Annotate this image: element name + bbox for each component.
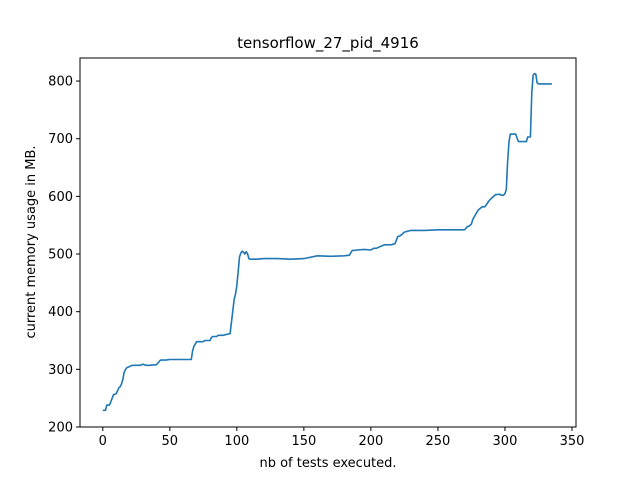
plot-area xyxy=(102,72,552,412)
y-axis-label: current memory usage in MB. xyxy=(24,145,39,338)
x-tick-label: 250 xyxy=(426,434,451,449)
x-tick-label: 50 xyxy=(162,434,179,449)
x-tick-label: 0 xyxy=(99,434,107,449)
x-axis-label: nb of tests executed. xyxy=(259,456,396,471)
y-tick-label: 300 xyxy=(48,363,73,378)
chart-title: tensorflow_27_pid_4916 xyxy=(237,34,419,53)
y-tick-label: 700 xyxy=(48,132,73,147)
y-tick-label: 200 xyxy=(48,421,73,436)
x-tick-label: 200 xyxy=(358,434,383,449)
x-tick-label: 150 xyxy=(291,434,316,449)
y-tick-label: 800 xyxy=(48,75,73,90)
y-tick-label: 500 xyxy=(48,248,73,263)
x-tick-label: 300 xyxy=(493,434,518,449)
x-axis: 0 50 100 150 200 250 300 350 xyxy=(99,427,585,449)
plot-frame xyxy=(79,57,577,428)
y-tick-label: 600 xyxy=(48,190,73,205)
y-tick-label: 400 xyxy=(48,305,73,320)
x-tick-label: 100 xyxy=(224,434,249,449)
x-tick-label: 350 xyxy=(560,434,585,449)
series-line xyxy=(102,72,552,412)
y-axis: 200 300 400 500 600 700 800 xyxy=(48,75,80,436)
